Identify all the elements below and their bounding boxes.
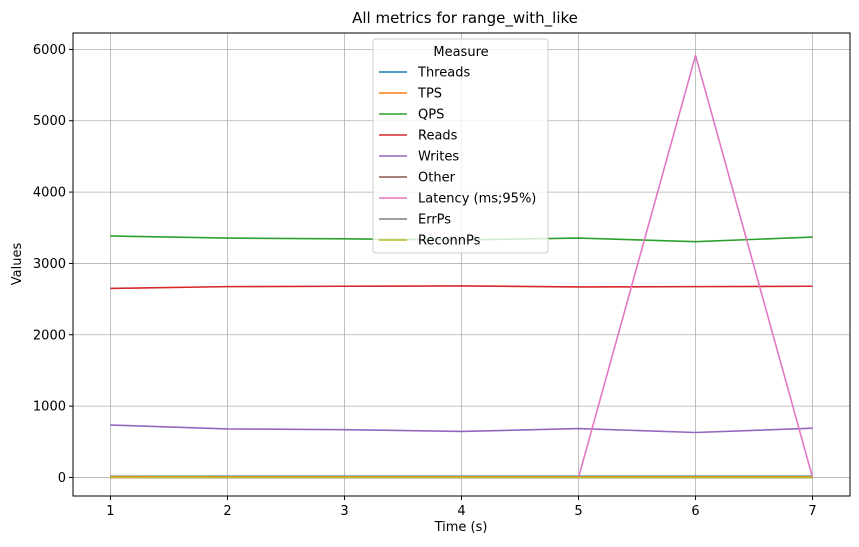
y-tick-label: 2000 (33, 328, 66, 343)
chart-title: All metrics for range_with_like (352, 9, 578, 28)
y-tick-label: 1000 (33, 400, 66, 415)
x-tick-label: 1 (106, 504, 114, 519)
x-tick-label: 2 (223, 504, 231, 519)
series-line-reads (110, 285, 813, 290)
y-axis-label: Values (10, 243, 25, 286)
y-tick-label: 4000 (33, 186, 66, 201)
legend-label-reconnps: ReconnPs (418, 234, 481, 249)
legend-label-qps: QPS (418, 108, 444, 123)
x-axis-label: Time (s) (434, 520, 488, 535)
y-tick-label: 0 (58, 471, 66, 486)
legend-label-errps: ErrPs (418, 213, 451, 228)
y-tick-label: 5000 (33, 114, 66, 129)
axis-ticks: 1 2 3 4 5 6 7 0 1000 2000 3000 4000 5000 6000 (33, 43, 817, 519)
legend: Measure Threads TPS QPS Reads Writes Other Lat… (372, 38, 549, 254)
x-tick-label: 4 (457, 504, 465, 519)
legend-label-writes: Writes (418, 150, 459, 165)
legend-label-other: Other (418, 171, 456, 186)
legend-label-reads: Reads (418, 129, 458, 144)
series-line-writes (110, 424, 813, 434)
legend-title: Measure (433, 45, 488, 60)
legend-label-threads: Threads (417, 66, 470, 81)
x-tick-label: 6 (691, 504, 699, 519)
x-tick-label: 7 (808, 504, 816, 519)
x-tick-label: 5 (574, 504, 582, 519)
y-tick-label: 6000 (33, 43, 66, 58)
y-tick-label: 3000 (33, 257, 66, 272)
legend-label-tps: TPS (417, 87, 442, 102)
x-tick-label: 3 (340, 504, 348, 519)
legend-box (372, 38, 549, 254)
legend-label-latency-ms-95: Latency (ms;95%) (418, 192, 536, 207)
